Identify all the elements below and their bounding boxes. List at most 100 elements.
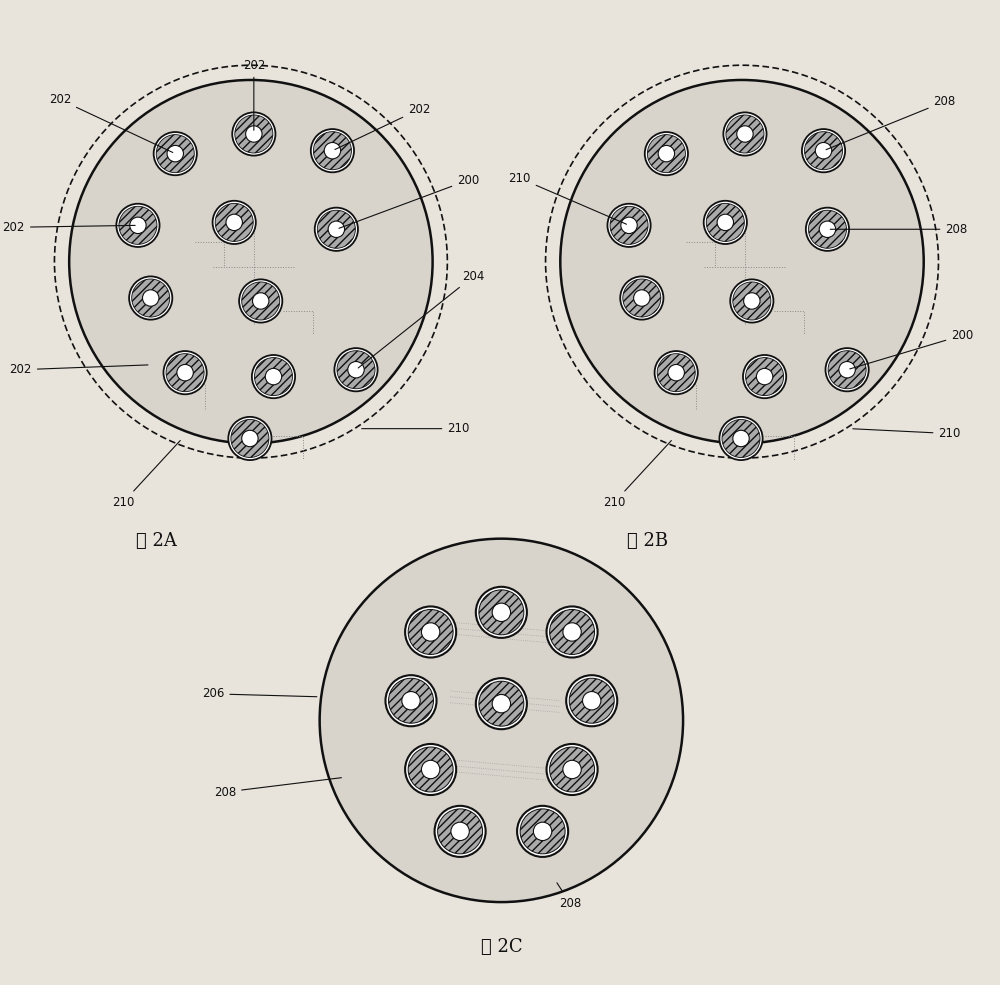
Circle shape [563,760,581,779]
Circle shape [737,126,753,142]
Circle shape [479,590,524,634]
Circle shape [438,809,483,854]
Circle shape [819,221,836,237]
Circle shape [324,143,341,159]
Circle shape [405,744,456,795]
Circle shape [547,744,598,795]
Circle shape [657,354,695,392]
Circle shape [167,146,183,162]
Circle shape [408,610,453,654]
Circle shape [706,203,744,241]
Circle shape [265,368,282,385]
Circle shape [492,694,511,713]
Circle shape [607,204,651,247]
Circle shape [177,364,193,381]
Circle shape [242,430,258,446]
Circle shape [563,623,581,641]
Circle shape [746,358,784,396]
Circle shape [476,678,527,729]
Text: 图 2A: 图 2A [136,532,177,550]
Text: 202: 202 [335,103,430,150]
Circle shape [583,691,601,710]
Circle shape [806,208,849,251]
Text: 210: 210 [853,427,961,440]
Circle shape [722,420,760,457]
Circle shape [828,351,866,389]
Text: 202: 202 [9,363,148,376]
Circle shape [154,132,197,175]
Circle shape [116,204,160,247]
Circle shape [808,210,846,248]
Text: 202: 202 [243,59,265,130]
Circle shape [313,132,351,169]
Circle shape [815,143,832,159]
Circle shape [348,361,364,378]
Circle shape [520,809,565,854]
Circle shape [550,610,595,654]
Circle shape [726,115,764,153]
Text: 202: 202 [3,221,135,233]
Circle shape [337,351,375,389]
Circle shape [213,201,256,244]
Circle shape [620,277,663,319]
Circle shape [254,358,293,396]
Circle shape [130,217,146,233]
Circle shape [825,348,869,391]
Circle shape [569,679,614,723]
Circle shape [533,822,552,840]
Circle shape [451,822,469,840]
Circle shape [156,135,194,172]
Circle shape [566,675,617,726]
Circle shape [226,214,242,230]
Circle shape [668,364,684,381]
Circle shape [610,206,648,244]
Circle shape [328,221,345,237]
Circle shape [405,607,456,658]
Text: 206: 206 [202,688,317,700]
Circle shape [315,208,358,251]
Circle shape [717,214,734,230]
Circle shape [402,691,420,710]
Text: 208: 208 [830,223,968,235]
Circle shape [623,279,661,317]
Circle shape [235,115,273,153]
Text: 210: 210 [362,423,470,435]
Circle shape [802,129,845,172]
Circle shape [242,282,280,320]
Circle shape [132,279,170,317]
Circle shape [479,682,524,726]
Circle shape [634,290,650,306]
Circle shape [743,355,786,398]
Circle shape [320,539,683,902]
Circle shape [476,587,527,638]
Circle shape [232,112,275,156]
Circle shape [239,280,282,322]
Circle shape [385,675,437,726]
Circle shape [658,146,675,162]
Text: 图 2C: 图 2C [481,939,522,956]
Circle shape [647,135,685,172]
Circle shape [645,132,688,175]
Circle shape [805,132,843,169]
Circle shape [723,112,767,156]
Circle shape [517,806,568,857]
Circle shape [839,361,855,378]
Circle shape [231,420,269,457]
Circle shape [560,80,924,443]
Text: 208: 208 [826,96,956,150]
Circle shape [129,277,172,319]
Text: 208: 208 [557,883,581,909]
Circle shape [550,747,595,792]
Circle shape [421,623,440,641]
Circle shape [547,607,598,658]
Circle shape [719,417,763,460]
Circle shape [756,368,773,385]
Circle shape [252,355,295,398]
Circle shape [655,351,698,394]
Text: 210: 210 [603,440,671,509]
Circle shape [166,354,204,392]
Circle shape [311,129,354,172]
Circle shape [421,760,440,779]
Text: 200: 200 [339,173,479,229]
Circle shape [163,351,207,394]
